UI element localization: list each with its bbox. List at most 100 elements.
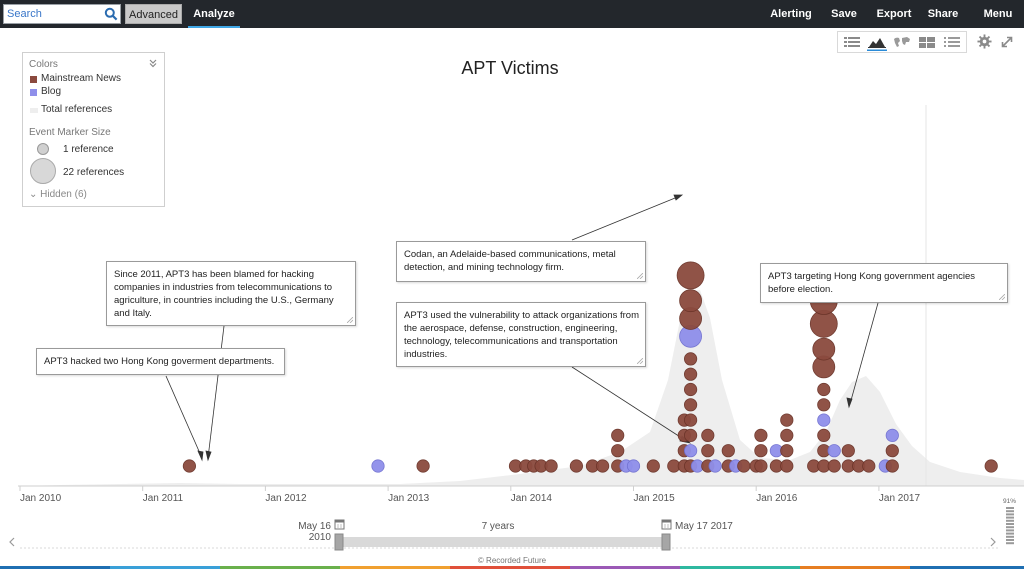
legend-hidden-toggle[interactable]: ⌄ Hidden (6) xyxy=(29,189,87,200)
nav-save[interactable]: Save xyxy=(831,8,857,20)
annotation-vulnerability[interactable]: APT3 used the vulnerability to attack or… xyxy=(396,302,646,367)
legend-panel: Colors Mainstream News Blog Total refere… xyxy=(22,52,165,207)
news-event-marker[interactable] xyxy=(780,413,794,427)
news-event-marker[interactable] xyxy=(817,428,831,442)
table-view-icon[interactable] xyxy=(840,34,864,51)
blog-event-marker[interactable] xyxy=(817,413,831,427)
nav-share[interactable]: Share xyxy=(927,8,959,20)
news-event-marker[interactable] xyxy=(676,261,705,290)
news-event-marker[interactable] xyxy=(611,428,625,442)
news-event-marker[interactable] xyxy=(780,459,794,473)
news-event-marker[interactable] xyxy=(885,444,899,458)
zoom-level-bar[interactable] xyxy=(1006,535,1014,538)
news-event-marker[interactable] xyxy=(862,459,876,473)
zoom-level-bar[interactable] xyxy=(1006,516,1014,519)
news-event-marker[interactable] xyxy=(812,337,836,361)
news-event-marker[interactable] xyxy=(683,398,698,412)
map-view-icon[interactable] xyxy=(890,34,914,51)
news-event-marker[interactable] xyxy=(683,352,698,366)
news-event-marker[interactable] xyxy=(683,413,698,427)
annotation-apt3-blamed[interactable]: Since 2011, APT3 has been blamed for hac… xyxy=(106,261,356,326)
news-event-marker[interactable] xyxy=(885,459,899,473)
annotation-hong-kong-departments[interactable]: APT3 hacked two Hong Kong goverment depa… xyxy=(36,348,285,375)
news-event-marker[interactable] xyxy=(817,398,831,412)
zoom-level-bar[interactable] xyxy=(1006,539,1014,541)
scroll-right-icon[interactable] xyxy=(990,537,996,547)
zoom-level-bar[interactable] xyxy=(1006,529,1014,532)
news-event-marker[interactable] xyxy=(595,459,610,473)
blog-event-marker[interactable] xyxy=(708,459,722,473)
news-event-marker[interactable] xyxy=(683,428,698,442)
zoom-level-bar[interactable] xyxy=(1006,526,1014,529)
news-event-marker[interactable] xyxy=(817,382,831,397)
resize-grip-icon[interactable] xyxy=(637,273,643,279)
tab-analyze[interactable]: Analyze xyxy=(188,0,240,28)
news-event-marker[interactable] xyxy=(611,444,625,458)
zoom-level-bar[interactable] xyxy=(1006,532,1014,535)
news-event-marker[interactable] xyxy=(701,444,715,458)
news-event-marker[interactable] xyxy=(737,459,751,473)
news-event-marker[interactable] xyxy=(569,459,584,473)
resize-grip-icon[interactable] xyxy=(347,317,353,323)
advanced-search-button[interactable]: Advanced xyxy=(125,4,182,24)
expand-icon[interactable] xyxy=(1000,35,1014,49)
timeline-view-icon[interactable] xyxy=(865,34,889,51)
resize-grip-icon[interactable] xyxy=(999,294,1005,300)
grid-view-icon[interactable] xyxy=(915,34,939,51)
news-event-marker[interactable] xyxy=(841,444,855,458)
search-icon[interactable] xyxy=(104,7,118,21)
news-event-marker[interactable] xyxy=(827,459,841,473)
annotation-text: APT3 targeting Hong Kong government agen… xyxy=(768,271,976,295)
search-box[interactable] xyxy=(3,4,121,24)
calendar-icon[interactable] xyxy=(661,519,672,530)
calendar-icon[interactable] xyxy=(334,519,345,530)
news-event-marker[interactable] xyxy=(182,459,196,473)
annotation-connector xyxy=(165,375,203,459)
legend-hidden-label: Hidden (6) xyxy=(40,189,87,200)
chevron-double-down-icon[interactable] xyxy=(148,58,158,68)
news-event-marker[interactable] xyxy=(701,428,715,442)
nav-export[interactable]: Export xyxy=(876,8,912,20)
annotation-codan[interactable]: Codan, an Adelaide-based communications,… xyxy=(396,241,646,282)
news-event-marker[interactable] xyxy=(780,428,794,442)
blog-event-marker[interactable] xyxy=(683,444,698,458)
range-selection[interactable] xyxy=(339,537,666,547)
gear-icon[interactable] xyxy=(977,34,992,49)
legend-item-mainstream-news[interactable]: Mainstream News xyxy=(41,73,122,84)
zoom-level-bar[interactable] xyxy=(1006,542,1014,545)
news-event-marker[interactable] xyxy=(984,459,998,473)
zoom-level-bar[interactable] xyxy=(1006,513,1014,516)
resize-grip-icon[interactable] xyxy=(637,358,643,364)
zoom-level-bar[interactable] xyxy=(1006,507,1014,509)
list-view-icon[interactable] xyxy=(940,34,964,51)
news-event-marker[interactable] xyxy=(754,428,768,442)
search-input[interactable] xyxy=(4,5,102,23)
zoom-level-bar[interactable] xyxy=(1006,519,1014,522)
blog-event-marker[interactable] xyxy=(827,444,841,458)
range-start-handle[interactable] xyxy=(334,533,344,551)
zoom-level-bar[interactable] xyxy=(1006,510,1014,513)
news-event-marker[interactable] xyxy=(679,289,702,313)
nav-alerting[interactable]: Alerting xyxy=(770,8,812,20)
nav-menu[interactable]: Menu xyxy=(983,8,1013,20)
legend-item-total-references[interactable]: Total references xyxy=(41,104,113,115)
news-event-marker[interactable] xyxy=(780,444,794,458)
news-event-marker[interactable] xyxy=(683,367,698,381)
range-end-handle[interactable] xyxy=(661,533,671,551)
news-event-marker[interactable] xyxy=(416,459,430,473)
news-event-marker[interactable] xyxy=(721,444,735,458)
blog-event-marker[interactable] xyxy=(626,459,641,473)
news-event-marker[interactable] xyxy=(754,444,768,458)
blog-event-marker[interactable] xyxy=(885,428,899,442)
news-event-marker[interactable] xyxy=(683,382,698,397)
annotation-hk-election[interactable]: APT3 targeting Hong Kong government agen… xyxy=(760,263,1008,303)
blog-event-marker[interactable] xyxy=(371,459,385,473)
zoom-level-bar[interactable] xyxy=(1006,523,1014,525)
legend-item-blog[interactable]: Blog xyxy=(41,86,62,97)
news-event-marker[interactable] xyxy=(544,459,558,473)
news-event-marker[interactable] xyxy=(754,459,768,473)
scroll-left-icon[interactable] xyxy=(9,537,15,547)
range-end-date: May 17 2017 xyxy=(675,521,733,532)
news-event-marker[interactable] xyxy=(646,459,660,473)
